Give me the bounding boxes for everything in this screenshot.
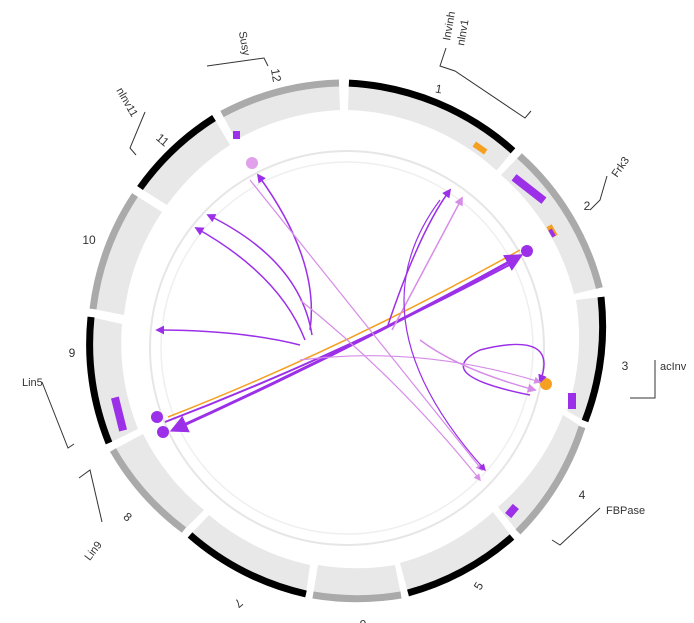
gene-marker [472,141,488,155]
gene-marker [111,396,127,432]
link-arc [167,249,521,418]
bracket [206,57,269,67]
gene-dot [540,378,552,390]
bracket [589,175,608,211]
chr-label: 5 [471,579,487,592]
gene-dot [246,157,258,169]
gene-dot [151,411,163,423]
gene-label: nlnv11 [113,86,139,119]
chr-band-2 [517,153,603,289]
gene-marker [568,393,576,409]
chr-block-9 [89,317,138,443]
chr-band-3 [581,296,607,423]
bracket [129,111,146,156]
chr-block-10 [93,195,162,315]
gene-label: Invinh [441,11,458,42]
link-arc [194,227,306,341]
link-arc [299,299,481,482]
link-arc [419,339,537,393]
chr-block-6 [313,565,401,599]
gene-label: FBPase [606,505,645,517]
chr-band-5 [407,534,515,597]
gene-markers [111,131,576,519]
link-arc [299,355,542,384]
gene-marker [233,131,240,139]
bracket [551,507,601,546]
chr-label: 2 [584,199,591,213]
chr-band-8 [109,448,187,533]
bracket [630,360,656,399]
bracket [439,47,532,119]
chr-label: 3 [622,359,629,373]
gene-marker [548,228,556,238]
link-arc [206,214,313,336]
chr-block-4 [498,415,582,532]
chr-label: 7 [231,596,245,611]
gene-label: nlnv1 [455,19,471,47]
link-arc [256,173,313,331]
chr-band-4 [515,425,586,535]
chr-label: 6 [359,617,366,623]
chr-block-7 [190,515,310,594]
chr-block-1 [348,83,513,171]
link-arc [155,325,301,346]
chr-label: 1 [434,82,443,97]
chr-label: 8 [121,509,135,524]
gene-label: Susy [236,30,252,57]
link-arc [249,179,483,472]
chr-block-12 [222,83,340,140]
link-arcs [155,173,547,482]
chr-label: 9 [69,346,76,360]
link-arc [403,199,486,472]
chr-label: 11 [153,131,172,150]
chr-label: 10 [82,233,96,247]
inner-track-ring-2 [160,161,534,535]
link-arc [387,188,452,326]
chr-band-11 [137,115,216,191]
gene-label: Lin5 [22,377,43,389]
gene-marker [505,503,519,519]
chr-block-11 [140,118,230,205]
chr-label: 4 [579,488,586,502]
gene-label: Lin9 [83,539,105,563]
gene-dot [157,426,169,438]
chr-band-6 [312,591,402,603]
chr-label: 12 [268,68,284,84]
bracket [78,469,103,523]
chr-band-10 [89,193,138,310]
gene-dots [151,157,552,438]
link-arc [391,196,463,331]
chr-block-5 [400,512,512,593]
gene-label-brackets [41,47,656,546]
chr-band-1 [348,79,516,154]
link-arc [462,343,547,396]
gene-dot [521,245,533,257]
chr-band-7 [187,532,307,598]
gene-marker [511,174,547,204]
gene-label: Frk3 [610,155,632,180]
gene-label: acInv [660,361,687,373]
chr-band-12 [220,79,340,118]
chr-band-9 [86,316,113,445]
chromosome-ring [86,79,607,603]
inner-track-ring [149,150,545,546]
chr-block-8 [113,434,204,530]
link-arc [164,261,516,423]
bracket [41,381,75,449]
link-arc [169,254,524,433]
